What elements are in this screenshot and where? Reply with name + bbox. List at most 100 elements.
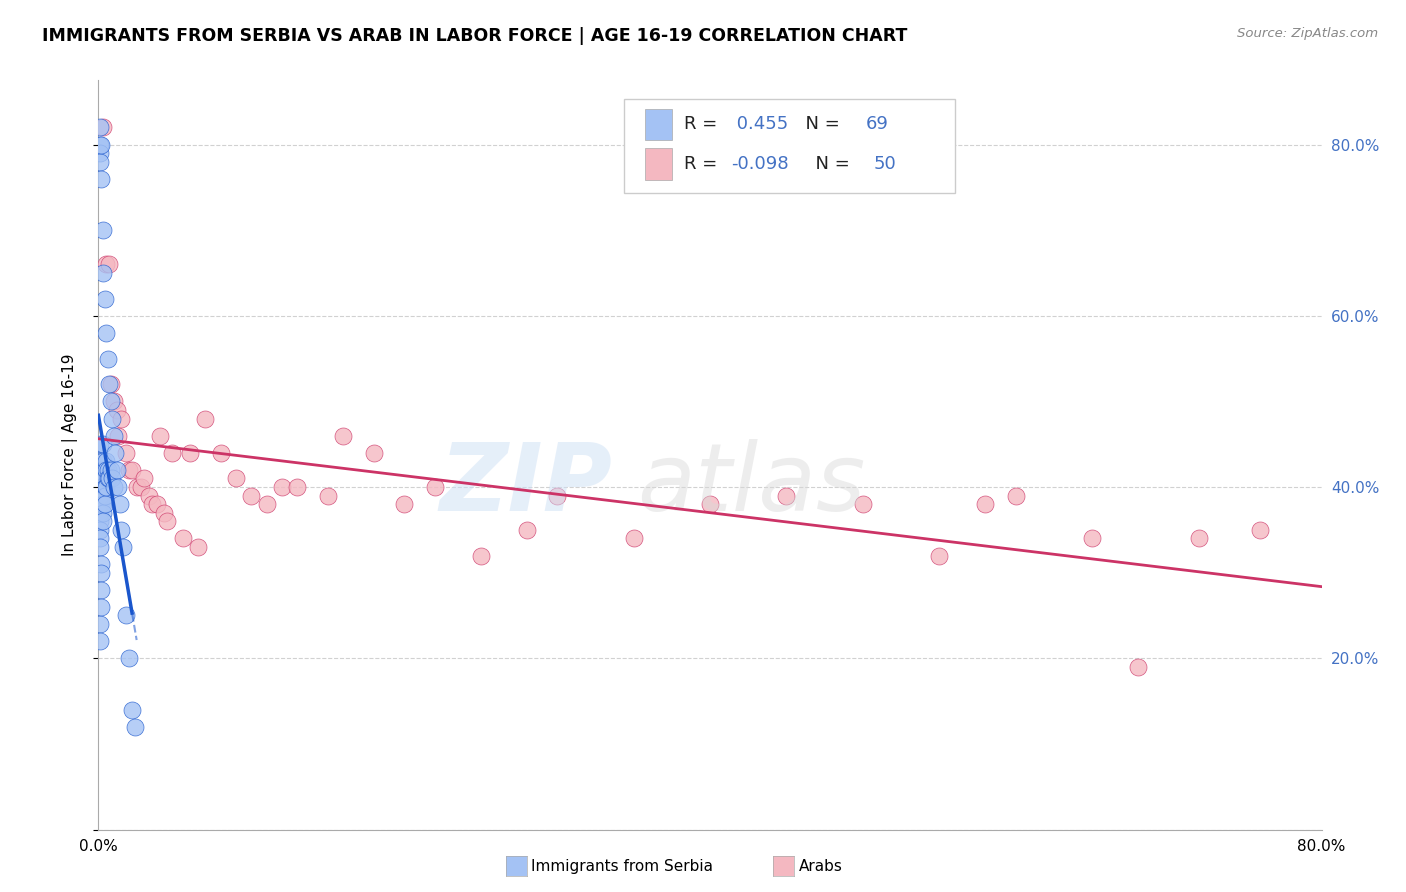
Point (97, 351, 120, 366)
Point (121, 463, 143, 477)
Point (91, 497, 114, 511)
Point (124, 720, 146, 734)
Point (145, 497, 167, 511)
Point (240, 489, 263, 503)
Point (187, 540, 209, 554)
Point (89, 634, 111, 648)
Point (115, 608, 138, 623)
Point (105, 403, 128, 417)
Point (118, 463, 141, 477)
Point (108, 497, 131, 511)
Point (94, 326, 117, 340)
Point (470, 549, 492, 563)
Point (90, 463, 112, 477)
Point (179, 446, 201, 460)
Text: R =: R = (685, 155, 723, 173)
Point (392, 497, 416, 511)
Point (89, 532, 111, 546)
Point (285, 480, 308, 494)
Point (256, 497, 278, 511)
Point (93, 497, 115, 511)
Point (316, 489, 339, 503)
Text: Arabs: Arabs (799, 859, 842, 873)
Point (91, 506, 114, 520)
Point (93, 480, 115, 494)
Point (101, 411, 124, 425)
Text: 50: 50 (875, 155, 897, 173)
Point (270, 480, 292, 494)
Point (1004, 489, 1026, 503)
Point (225, 471, 247, 485)
Point (91, 454, 114, 468)
Text: N =: N = (794, 115, 846, 134)
Point (98, 377, 121, 392)
Point (90, 557, 112, 571)
Point (516, 523, 538, 537)
Point (98, 257, 121, 271)
Point (100, 463, 122, 477)
Point (160, 446, 183, 460)
Point (91, 437, 114, 451)
Point (623, 532, 645, 546)
Text: atlas: atlas (637, 440, 865, 531)
Point (94, 454, 117, 468)
Point (134, 471, 156, 485)
Point (91, 514, 114, 528)
Text: R =: R = (685, 115, 723, 134)
Point (101, 471, 124, 485)
Point (141, 497, 163, 511)
Point (423, 480, 446, 494)
Point (153, 506, 176, 520)
Point (118, 651, 141, 665)
Point (111, 540, 134, 554)
Point (91, 266, 114, 280)
Point (89, 120, 111, 135)
Point (110, 411, 132, 425)
Point (94, 257, 117, 271)
Text: 0.455: 0.455 (731, 115, 789, 134)
Text: ZIP: ZIP (439, 439, 612, 531)
Point (115, 446, 138, 460)
Point (94, 463, 117, 477)
Point (90, 582, 112, 597)
Point (94, 480, 117, 494)
Text: IMMIGRANTS FROM SERBIA VS ARAB IN LABOR FORCE | AGE 16-19 CORRELATION CHART: IMMIGRANTS FROM SERBIA VS ARAB IN LABOR … (42, 27, 907, 45)
Point (928, 549, 950, 563)
Text: Immigrants from Serbia: Immigrants from Serbia (531, 859, 713, 873)
Point (90, 137, 112, 152)
Point (89, 523, 111, 537)
Point (89, 540, 111, 554)
Point (363, 446, 385, 460)
Point (1081, 532, 1104, 546)
Point (125, 480, 148, 494)
Point (100, 377, 122, 392)
Point (103, 480, 125, 494)
Point (93, 292, 115, 306)
Point (89, 497, 111, 511)
Point (138, 489, 160, 503)
Point (90, 480, 112, 494)
Point (974, 497, 997, 511)
Point (107, 428, 129, 442)
Point (110, 523, 132, 537)
Point (90, 489, 112, 503)
Point (89, 137, 111, 152)
Point (1188, 532, 1211, 546)
Point (97, 463, 120, 477)
Point (89, 437, 111, 451)
Point (89, 463, 111, 477)
Text: Source: ZipAtlas.com: Source: ZipAtlas.com (1237, 27, 1378, 40)
Point (90, 171, 112, 186)
Point (89, 617, 111, 632)
Point (90, 599, 112, 614)
Text: 69: 69 (865, 115, 889, 134)
Point (93, 463, 115, 477)
Point (699, 497, 721, 511)
Point (89, 154, 111, 169)
FancyBboxPatch shape (645, 109, 672, 140)
Point (89, 146, 111, 161)
Point (89, 480, 111, 494)
FancyBboxPatch shape (624, 99, 955, 193)
Text: N =: N = (804, 155, 856, 173)
Point (1249, 523, 1271, 537)
